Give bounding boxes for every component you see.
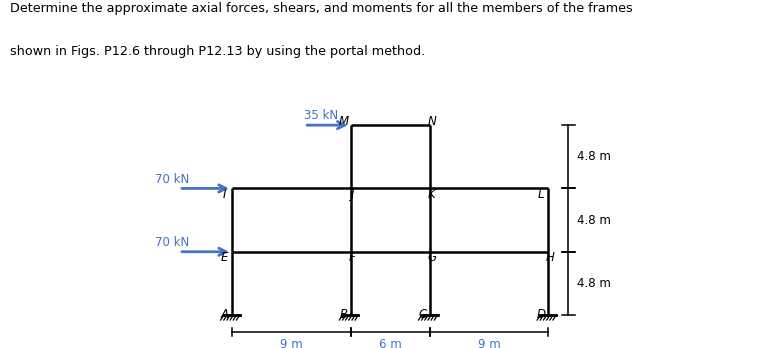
Text: 70 kN: 70 kN [156, 173, 189, 186]
Text: 9 m: 9 m [478, 338, 500, 348]
Text: B: B [339, 308, 347, 321]
Text: 70 kN: 70 kN [156, 236, 189, 249]
Text: L: L [538, 188, 545, 201]
Text: 4.8 m: 4.8 m [577, 150, 611, 163]
Text: F: F [349, 251, 356, 264]
Text: H: H [546, 251, 555, 264]
Text: G: G [427, 251, 436, 264]
Text: 4.8 m: 4.8 m [577, 277, 611, 290]
Text: I: I [223, 188, 226, 201]
Text: M: M [339, 115, 349, 128]
Text: shown in Figs. P12.6 through P12.13 by using the portal method.: shown in Figs. P12.6 through P12.13 by u… [10, 45, 425, 58]
Text: 35 kN: 35 kN [304, 109, 338, 122]
Text: N: N [427, 115, 436, 128]
Text: 9 m: 9 m [280, 338, 302, 348]
Text: 4.8 m: 4.8 m [577, 214, 611, 227]
Text: J: J [351, 188, 354, 201]
Text: D: D [537, 308, 545, 321]
Text: 6 m: 6 m [379, 338, 401, 348]
Text: E: E [221, 251, 229, 264]
Text: C: C [418, 308, 426, 321]
Text: K: K [428, 188, 436, 201]
Text: Determine the approximate axial forces, shears, and moments for all the members : Determine the approximate axial forces, … [10, 2, 633, 15]
Text: A: A [221, 308, 229, 321]
